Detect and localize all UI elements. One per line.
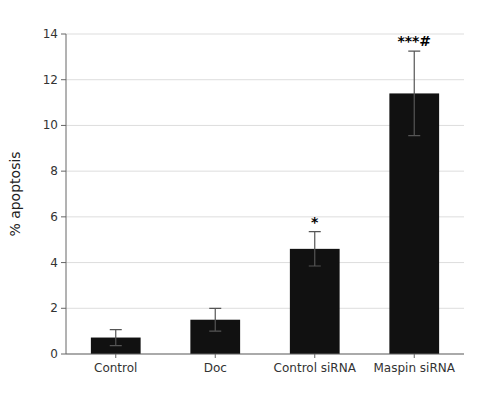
significance-label: ***# — [397, 33, 431, 49]
y-tick-label: 6 — [50, 210, 58, 224]
chart-container: 0 2 4 6 8 10 12 14 Control Doc Control siRNA Maspin… — [0, 0, 480, 400]
x-tick-label: Maspin siRNA — [374, 361, 456, 375]
x-axis-line — [66, 354, 464, 355]
y-tick — [61, 79, 66, 80]
error-bar — [408, 51, 420, 136]
y-tick-label: 10 — [43, 118, 58, 132]
y-tick — [61, 308, 66, 309]
x-tick — [215, 354, 216, 358]
x-tick-label: Doc — [204, 361, 227, 375]
y-tick-label: 0 — [50, 347, 58, 361]
y-axis-line — [66, 34, 67, 354]
y-tick — [61, 125, 66, 126]
y-tick — [61, 216, 66, 217]
y-axis-title: % apoptosis — [7, 151, 23, 236]
error-bar — [209, 308, 221, 331]
y-tick-label: 14 — [43, 27, 58, 41]
chart: 0 2 4 6 8 10 12 14 Control Doc Control siRNA Maspin… — [0, 0, 480, 400]
x-tick-label: Control siRNA — [274, 361, 357, 375]
x-tick — [314, 354, 315, 358]
x-tick — [414, 354, 415, 358]
y-axis: 0 2 4 6 8 10 12 14 — [43, 27, 464, 361]
x-tick — [115, 354, 116, 358]
y-tick-label: 2 — [50, 301, 58, 315]
y-tick — [61, 262, 66, 263]
x-tick-label: Control — [94, 361, 137, 375]
y-tick-label: 8 — [50, 164, 58, 178]
y-tick-label: 4 — [50, 256, 58, 270]
grid-line — [66, 354, 464, 355]
y-tick — [61, 34, 66, 35]
error-bar — [309, 232, 321, 266]
marks — [91, 51, 439, 354]
grid-line — [66, 79, 464, 80]
significance-label: * — [311, 214, 319, 230]
y-tick — [61, 354, 66, 355]
y-tick — [61, 171, 66, 172]
error-bar — [110, 330, 122, 346]
y-tick-label: 12 — [43, 73, 58, 87]
